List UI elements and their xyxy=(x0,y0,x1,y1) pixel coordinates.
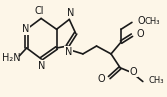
Text: N: N xyxy=(38,61,46,71)
Text: CH₃: CH₃ xyxy=(145,17,160,26)
Text: N: N xyxy=(22,24,29,34)
Text: CH₃: CH₃ xyxy=(148,76,164,85)
Text: O: O xyxy=(136,29,144,39)
Text: N: N xyxy=(67,8,75,18)
Text: Cl: Cl xyxy=(35,6,44,16)
Text: H₂N: H₂N xyxy=(2,53,20,63)
Text: O: O xyxy=(130,67,138,77)
Text: N: N xyxy=(65,47,72,57)
Text: O: O xyxy=(137,16,145,26)
Text: O: O xyxy=(97,74,105,84)
